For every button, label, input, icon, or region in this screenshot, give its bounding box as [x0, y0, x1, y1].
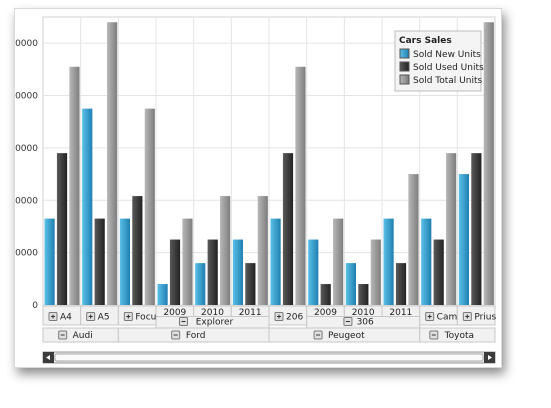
- scrollbar-thumb[interactable]: [54, 353, 484, 362]
- bar-sold-total-units[interactable]: [220, 196, 231, 305]
- legend-entry: Sold New Units: [413, 50, 481, 60]
- bar-sold-used-units[interactable]: [433, 239, 444, 305]
- category-label: Camry: [437, 313, 467, 323]
- category-label: Focus: [135, 313, 161, 323]
- bar-sold-used-units[interactable]: [207, 239, 218, 305]
- category-label: Prius: [474, 313, 496, 323]
- bar-sold-total-units[interactable]: [483, 22, 494, 306]
- bar-sold-total-units[interactable]: [446, 153, 457, 305]
- legend-title: Cars Sales: [399, 36, 452, 46]
- brand-label: Peugeot: [328, 331, 365, 341]
- y-tick-label: 20000: [15, 196, 38, 206]
- bar-sold-new-units[interactable]: [82, 108, 93, 306]
- bar-sold-used-units[interactable]: [169, 239, 181, 305]
- bar-sold-used-units[interactable]: [245, 263, 256, 305]
- bar-sold-total-units[interactable]: [182, 218, 193, 305]
- category-label: 2009: [314, 308, 337, 318]
- chevron-left-icon: [46, 355, 50, 360]
- category-label: 2011: [389, 308, 412, 318]
- brand-label: Audi: [73, 331, 93, 341]
- legend-swatch: [399, 48, 410, 59]
- bar-sold-used-units[interactable]: [282, 153, 294, 305]
- category-label: 206: [286, 313, 303, 323]
- brand-label: Ford: [186, 331, 206, 341]
- legend-entry: Sold Total Units: [413, 76, 482, 86]
- bar-sold-total-units[interactable]: [333, 218, 344, 305]
- bar-sold-new-units[interactable]: [458, 174, 470, 305]
- bar-sold-new-units[interactable]: [119, 218, 131, 305]
- chart-panel: 01000020000300004000050000A4A5Focus20092…: [14, 8, 502, 368]
- group-label: Explorer: [196, 318, 234, 328]
- bar-sold-new-units[interactable]: [195, 263, 206, 305]
- bar-sold-new-units[interactable]: [44, 218, 55, 305]
- group-label: 306: [357, 318, 374, 328]
- bar-sold-new-units[interactable]: [421, 218, 432, 305]
- bar-sold-new-units[interactable]: [383, 218, 394, 305]
- legend-swatch: [399, 74, 410, 85]
- bar-sold-total-units[interactable]: [257, 196, 268, 305]
- bar-sold-used-units[interactable]: [395, 263, 407, 305]
- bar-sold-used-units[interactable]: [56, 153, 68, 305]
- y-tick-label: 30000: [15, 144, 38, 154]
- category-label: 2010: [201, 308, 224, 318]
- bar-sold-total-units[interactable]: [144, 108, 155, 306]
- bar-sold-total-units[interactable]: [370, 239, 381, 305]
- bar-sold-used-units[interactable]: [320, 284, 331, 305]
- bar-sold-total-units[interactable]: [69, 66, 80, 305]
- bar-sold-total-units[interactable]: [107, 22, 118, 306]
- bar-sold-total-units[interactable]: [408, 174, 419, 305]
- y-tick-label: 0: [32, 301, 38, 311]
- bar-sold-new-units[interactable]: [270, 218, 281, 305]
- category-label: 2011: [239, 308, 262, 318]
- y-tick-label: 40000: [15, 92, 38, 102]
- bar-chart: 01000020000300004000050000A4A5Focus20092…: [15, 16, 497, 364]
- category-label: A4: [60, 313, 72, 323]
- category-label: 2010: [352, 308, 375, 318]
- bar-sold-used-units[interactable]: [94, 218, 105, 305]
- bar-sold-new-units[interactable]: [157, 284, 168, 305]
- bar-sold-new-units[interactable]: [345, 263, 357, 305]
- legend-swatch: [399, 61, 410, 72]
- brand-cell[interactable]: [419, 327, 496, 343]
- y-tick-label: 50000: [15, 39, 38, 49]
- bar-sold-new-units[interactable]: [308, 239, 319, 305]
- bar-sold-used-units[interactable]: [471, 153, 482, 305]
- bar-sold-used-units[interactable]: [132, 196, 143, 305]
- chevron-right-icon: [488, 355, 492, 360]
- legend-entry: Sold Used Units: [413, 63, 484, 73]
- category-label: 2009: [163, 308, 186, 318]
- y-tick-label: 10000: [15, 249, 38, 259]
- bar-sold-used-units[interactable]: [358, 284, 369, 305]
- category-label: A5: [98, 313, 110, 323]
- brand-label: Toyota: [444, 331, 474, 341]
- bar-sold-new-units[interactable]: [232, 239, 244, 305]
- bar-sold-total-units[interactable]: [295, 66, 306, 305]
